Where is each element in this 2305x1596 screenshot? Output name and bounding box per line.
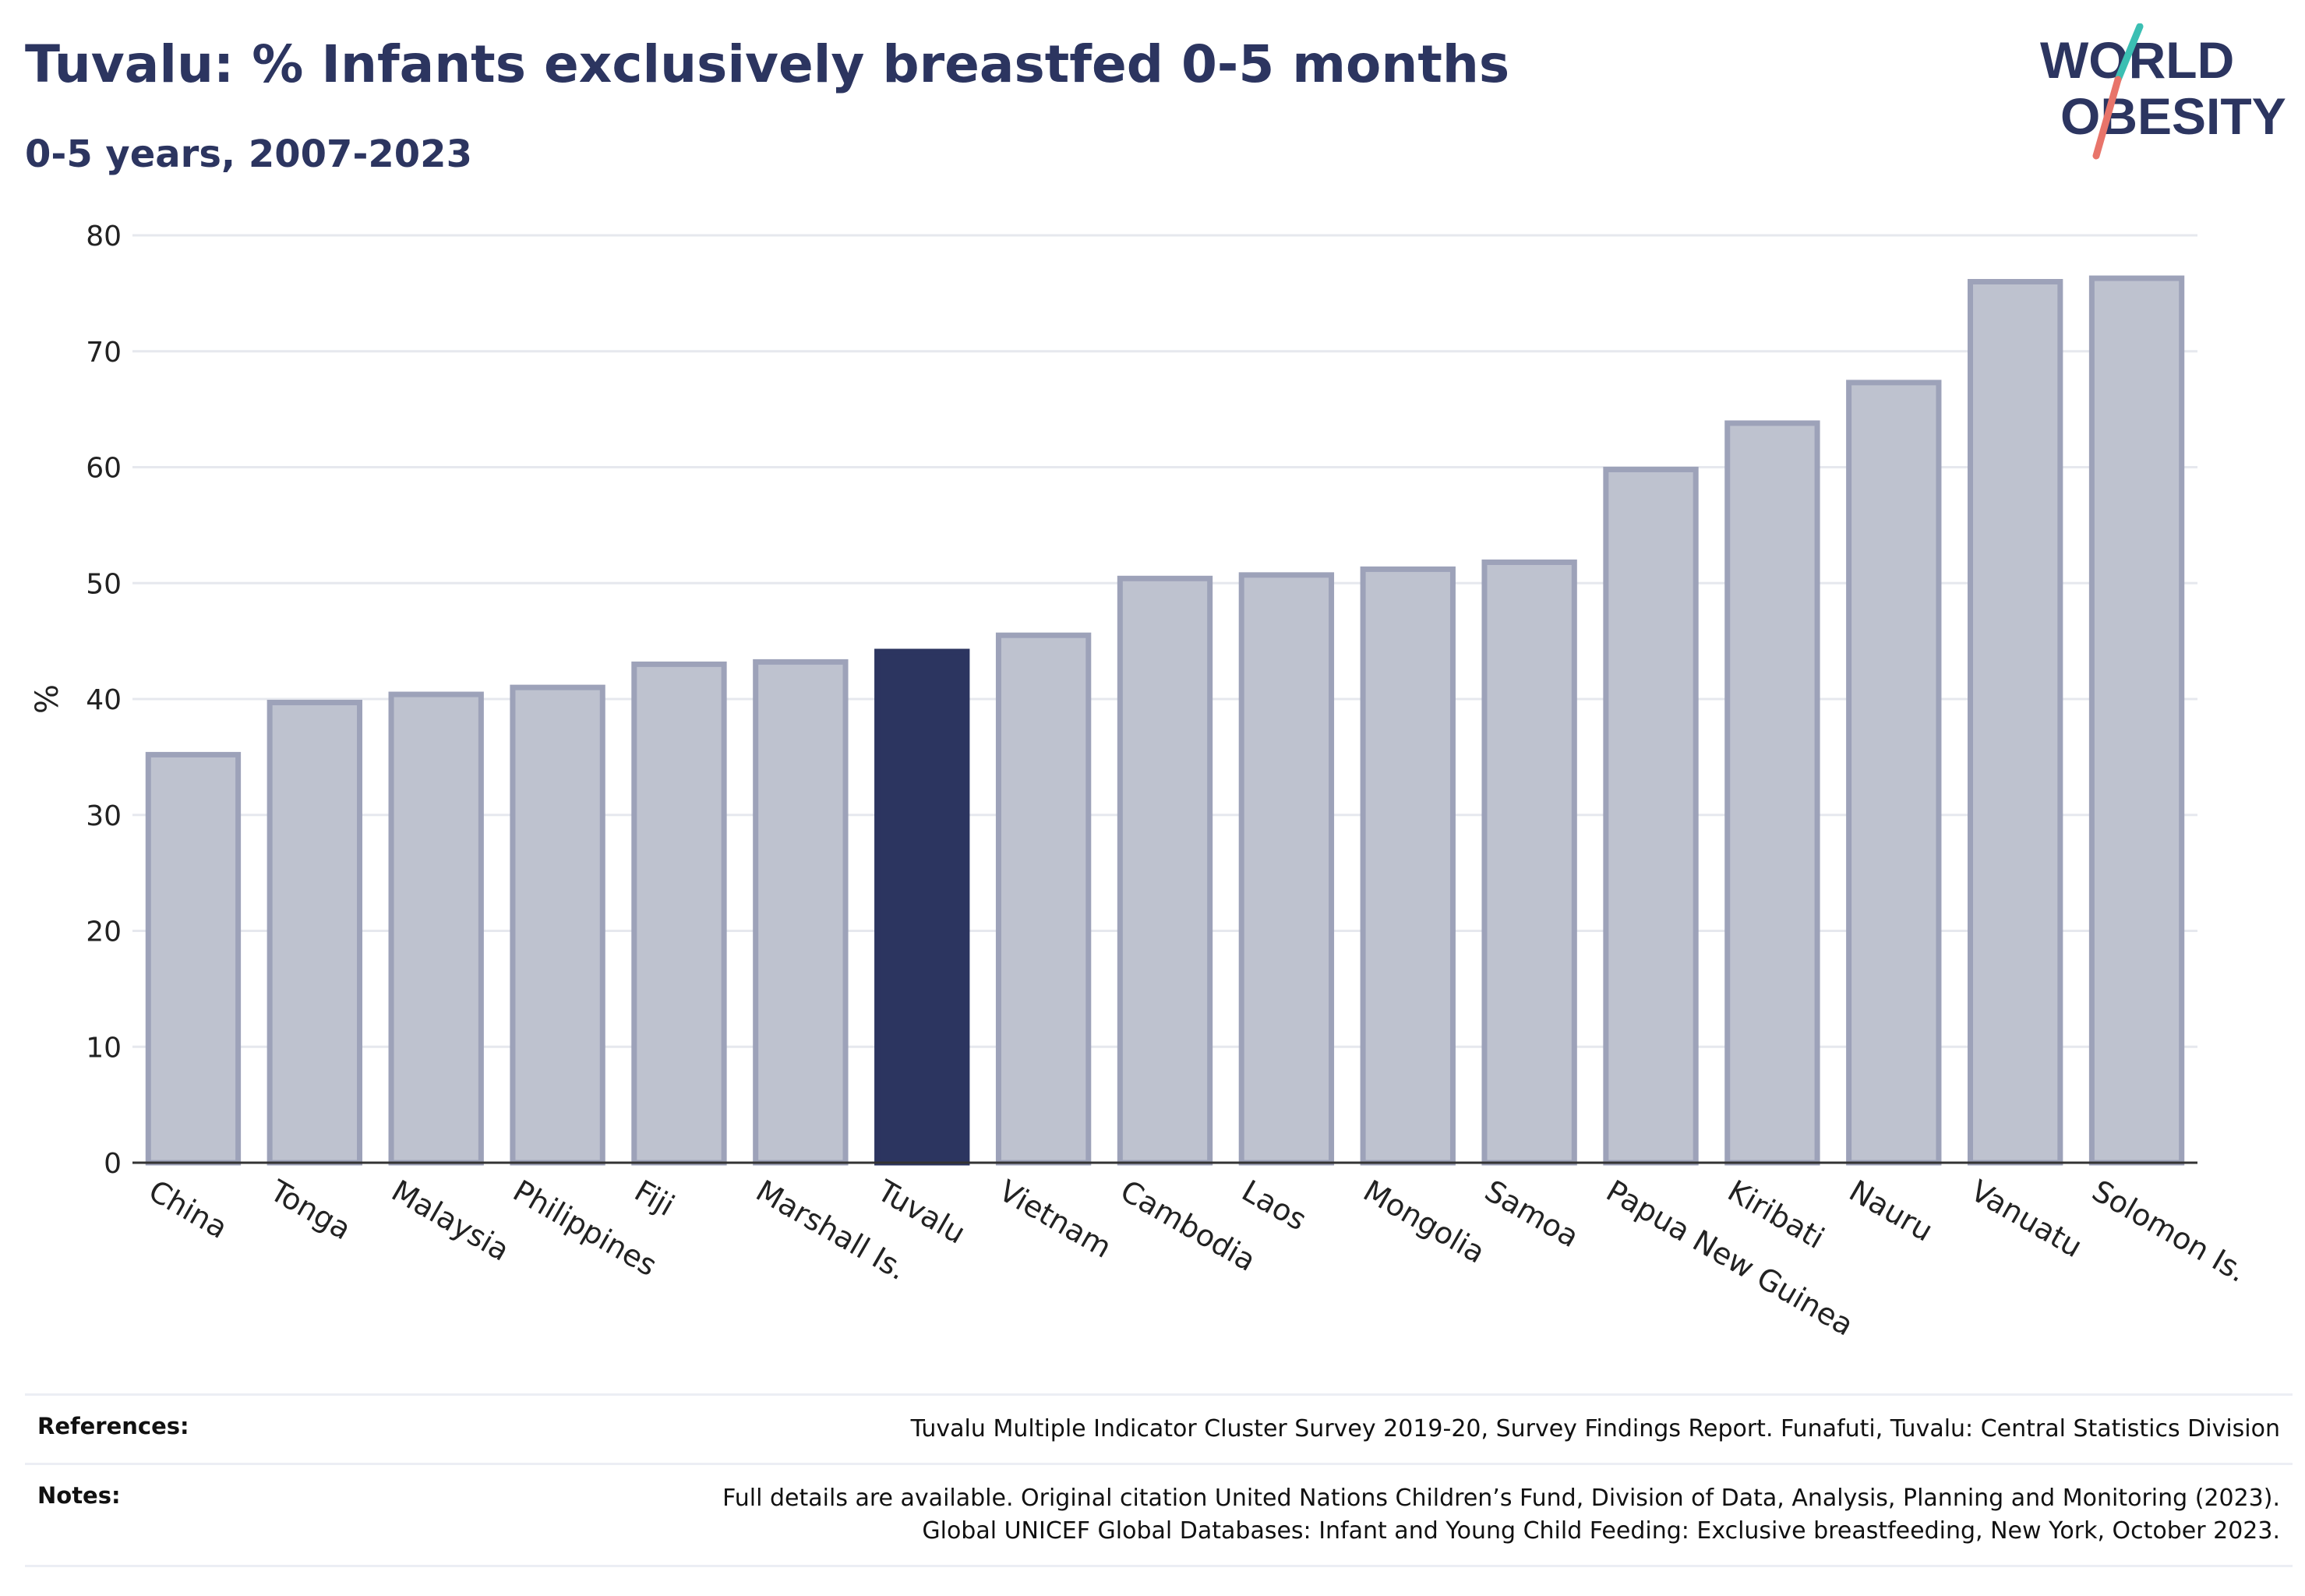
x-tick-label: Vanuatu [1965,1174,2088,1264]
bar [1481,559,1577,1166]
bar [631,661,727,1166]
chart-subtitle: 0-5 years, 2007-2023 [25,132,472,176]
bar [1846,380,1942,1166]
x-tick-label: Cambodia [1115,1174,1262,1278]
x-tick-label: Malaysia [386,1174,515,1268]
bar [874,648,970,1166]
x-tick-label: China [143,1174,233,1245]
x-tick-label: Nauru [1844,1174,1939,1248]
y-tick-label: 30 [86,800,122,832]
notes-text: Full details are available. Original cit… [722,1482,2280,1548]
y-tick-label: 80 [86,221,122,252]
y-tick-label: 40 [86,684,122,716]
notes-line-1: Full details are available. Original cit… [722,1485,2280,1512]
logo-coral-slash [2092,76,2122,160]
y-tick-label: 20 [86,916,122,948]
references-row: References: Tuvalu Multiple Indicator Cl… [25,1393,2293,1463]
notes-label: Notes: [37,1482,121,1509]
bar [145,751,242,1166]
bar [1603,466,1699,1166]
y-tick-label: 10 [86,1032,122,1064]
x-tick-label: Tonga [263,1173,356,1246]
bar [510,684,605,1166]
y-tick-label: 60 [86,453,122,485]
bar [1360,566,1456,1166]
y-tick-label: 70 [86,337,122,369]
y-tick-label: 0 [104,1148,122,1180]
x-tick-label: Solomon Is. [2087,1174,2253,1289]
bar [1724,420,1820,1166]
bar [753,659,849,1166]
y-tick-label: 50 [86,568,122,600]
x-tick-label: Vietnam [994,1174,1117,1265]
logo-word-obesity: OBESITY [2060,87,2286,145]
notes-line-2: Global UNICEF Global Databases: Infant a… [922,1517,2280,1545]
bar [1117,575,1213,1166]
chart-title: Tuvalu: % Infants exclusively breastfed … [25,34,1510,94]
x-tick-label: Tuvalu [871,1173,971,1251]
bar [1238,572,1335,1166]
bar [1968,279,2063,1166]
x-tick-label: Mongolia [1357,1174,1491,1270]
x-tick-label: Samoa [1479,1174,1584,1255]
logo-teal-slash [2114,23,2144,83]
references-text: Tuvalu Multiple Indicator Cluster Survey… [910,1415,2280,1442]
bar [2088,275,2185,1166]
references-label: References: [37,1413,189,1439]
bar [388,691,484,1166]
y-axis-label: % [30,684,65,714]
x-tick-label: Fiji [629,1174,680,1223]
notes-row: Notes: Full details are available. Origi… [25,1463,2293,1567]
world-obesity-logo: WORLD OBESITY [2040,23,2286,160]
x-tick-label: Laos [1236,1174,1312,1238]
bar [267,699,363,1166]
chart-footer: References: Tuvalu Multiple Indicator Cl… [25,1393,2293,1567]
bar [995,632,1092,1166]
